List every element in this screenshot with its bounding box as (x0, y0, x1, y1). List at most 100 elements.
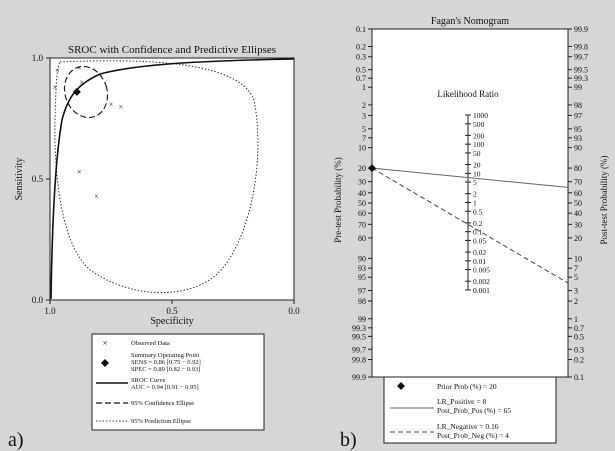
lr-tick-label: 0.02 (473, 248, 486, 257)
pre-test-axis-label: Pre-test Probability (%) (333, 157, 343, 242)
sroc-y-tick-label: 0.0 (32, 295, 44, 305)
post-test-tick-label: 0.7 (574, 324, 584, 333)
post-test-tick-label: 3 (574, 287, 578, 296)
legend-post-neg: Post_Prob_Neg (%) = 4 (437, 431, 509, 440)
observed-point: × (55, 66, 60, 75)
sroc-legend (91, 333, 265, 431)
post-test-axis-label: Post-test Probability (%) (599, 156, 609, 245)
post-test-axis: 99.999.899.799.599.399989795939080706050… (567, 25, 588, 382)
lr-tick-label: 0.001 (473, 286, 490, 295)
observed-point: × (77, 64, 82, 73)
legend-prediction: 95% Prediction Ellipse (131, 418, 191, 425)
pre-test-tick-label: 3 (362, 111, 366, 120)
observed-point: × (79, 78, 84, 87)
nomogram-legend (383, 376, 557, 444)
sroc-x-tick-label: 0.5 (166, 306, 178, 316)
post-test-tick-label: 1 (574, 315, 578, 324)
pre-test-tick-label: 0.5 (356, 66, 366, 75)
observed-point: × (94, 192, 99, 201)
panel-a: SROC with Confidence and Predictive Elli… (8, 44, 300, 451)
pre-test-tick-label: 70 (358, 220, 366, 229)
legend-auc: AUC = 0.94 [0.91 − 0.95] (131, 384, 199, 391)
pre-test-tick-label: 60 (358, 209, 366, 218)
lr-tick-label: 0.2 (473, 219, 483, 228)
lr-tick-label: 100 (473, 140, 485, 149)
lr-tick-label: 0.5 (473, 207, 483, 216)
pre-test-tick-label: 20 (358, 164, 366, 173)
post-test-tick-label: 99.3 (574, 74, 588, 83)
sroc-x-tick-label: 0.0 (288, 306, 300, 316)
panel-b: Fagan's Nomogram 0.10.20.30.50.712357102… (333, 16, 609, 451)
post-test-tick-label: 95 (574, 125, 582, 134)
pre-test-tick-label: 2 (362, 101, 366, 110)
post-test-tick-label: 99 (574, 83, 582, 92)
post-test-tick-label: 98 (574, 101, 582, 110)
legend-summary: Summary Operating Point (131, 352, 199, 359)
post-test-tick-label: 2 (574, 297, 578, 306)
pre-test-tick-label: 95 (358, 273, 366, 282)
pre-test-tick-label: 40 (358, 189, 366, 198)
legend-sens: SENS = 0.86 [0.75 − 0.92] (131, 359, 201, 366)
lr-tick-label: 5 (473, 178, 477, 187)
legend-confidence: 95% Confidence Ellipse (131, 400, 194, 407)
post-test-tick-label: 7 (574, 264, 578, 273)
observed-legend-marker: × (102, 338, 107, 348)
post-test-tick-label: 0.3 (574, 345, 584, 354)
lr-tick-label: 1000 (473, 111, 488, 120)
negative-lr-line (371, 167, 569, 284)
pre-test-tick-label: 98 (358, 297, 366, 306)
post-test-tick-label: 70 (574, 178, 582, 187)
pre-test-tick-label: 0.7 (356, 74, 366, 83)
pre-test-tick-label: 80 (358, 234, 366, 243)
post-test-tick-label: 60 (574, 189, 582, 198)
pre-test-tick-label: 99 (358, 315, 366, 324)
post-test-tick-label: 90 (574, 144, 582, 153)
pre-test-tick-label: 50 (358, 199, 366, 208)
pre-test-tick-label: 90 (358, 254, 366, 263)
post-test-tick-label: 99.5 (574, 66, 588, 75)
sroc-x-label: Specificity (150, 316, 193, 327)
post-test-tick-label: 0.2 (574, 356, 584, 365)
legend-prior: Prior Prob (%) = 20 (437, 382, 497, 391)
pre-test-tick-label: 0.3 (356, 53, 366, 62)
pre-test-tick-label: 97 (358, 287, 366, 296)
pre-test-tick-label: 99.7 (352, 345, 366, 354)
summary-legend-marker (101, 359, 109, 367)
sroc-x-tick-label: 1.0 (44, 306, 56, 316)
observed-point: × (109, 100, 114, 109)
post-test-tick-label: 40 (574, 209, 582, 218)
lr-tick-label: 0.05 (473, 236, 486, 245)
pre-test-tick-label: 10 (358, 144, 366, 153)
panel-a-label: a) (8, 429, 24, 451)
post-test-tick-label: 30 (574, 220, 582, 229)
observed-points: × × × × × × × × (53, 64, 123, 201)
sroc-title: SROC with Confidence and Predictive Elli… (68, 44, 276, 56)
lr-tick-label: 10 (473, 169, 481, 178)
lr-tick-label: 0.01 (473, 257, 486, 266)
legend-spec: SPEC = 0.89 [0.82 − 0.93] (131, 366, 200, 373)
post-test-tick-label: 0.1 (574, 373, 584, 382)
summary-operating-point (72, 87, 81, 96)
lr-tick-label: 20 (473, 161, 481, 170)
post-test-tick-label: 97 (574, 111, 582, 120)
pre-test-tick-label: 99.9 (352, 373, 366, 382)
lr-tick-label: 2 (473, 190, 477, 199)
pre-test-tick-label: 1 (362, 83, 366, 92)
post-test-tick-label: 10 (574, 254, 582, 263)
lr-tick-label: 0.002 (473, 277, 490, 286)
positive-lr-line (371, 167, 569, 188)
prior-legend-marker (397, 382, 405, 390)
pre-test-tick-label: 99.8 (352, 356, 366, 365)
lr-tick-label: 0.1 (473, 228, 483, 237)
post-test-tick-label: 99.9 (574, 25, 588, 34)
lr-tick-label: 50 (473, 149, 481, 158)
prediction-ellipse (54, 60, 259, 293)
post-test-tick-label: 0.5 (574, 332, 584, 341)
pre-test-tick-label: 0.1 (356, 25, 366, 34)
lr-tick-label: 500 (473, 120, 485, 129)
pre-test-tick-label: 7 (362, 134, 366, 143)
sroc-ticks: 1.0 0.5 0.0 0.0 0.5 1.0 (32, 53, 300, 316)
lr-tick-label: 200 (473, 131, 485, 140)
sroc-y-tick-label: 1.0 (32, 53, 44, 63)
